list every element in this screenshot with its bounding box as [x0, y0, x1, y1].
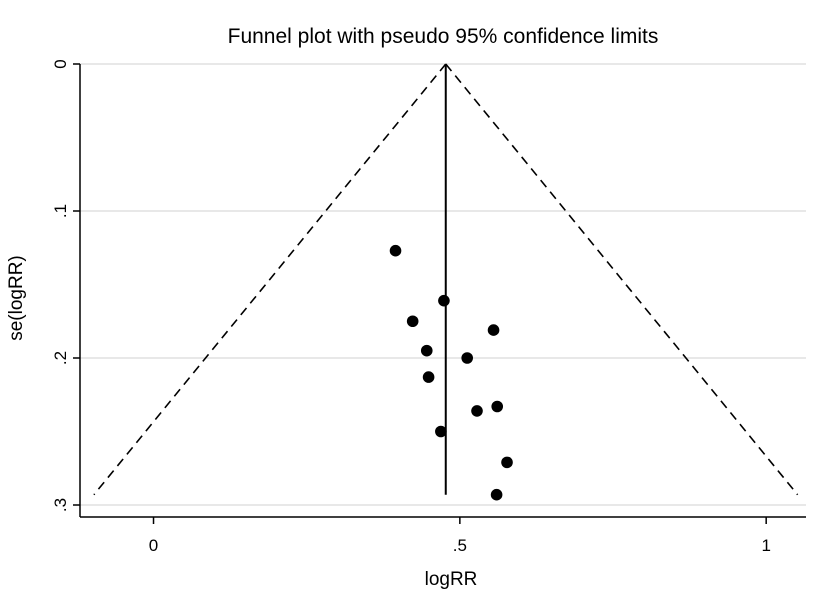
y-tick-label: .2	[51, 351, 70, 365]
gridlines	[80, 63, 806, 506]
x-tick-label: 0	[149, 536, 158, 555]
data-points	[389, 244, 513, 501]
funnel-lines	[93, 63, 799, 496]
x-tick-label: 1	[761, 536, 770, 555]
data-point	[491, 400, 504, 413]
chart-title: Funnel plot with pseudo 95% confidence l…	[228, 25, 659, 48]
data-point	[438, 294, 450, 307]
data-point	[490, 488, 503, 501]
y-tick-label: .1	[51, 204, 70, 218]
data-point	[461, 352, 474, 364]
y-axis-label: se(logRR)	[6, 255, 27, 341]
axes: 0 .5 1 0 .1 .2 .3	[51, 59, 806, 555]
upper-confidence-limit	[445, 63, 799, 496]
data-point	[406, 315, 419, 328]
data-point	[435, 425, 447, 438]
data-point	[389, 244, 402, 257]
lower-confidence-limit	[93, 63, 447, 496]
y-tick-label: 0	[51, 59, 70, 68]
x-tick-label: .5	[453, 536, 467, 555]
x-axis-label: logRR	[425, 569, 478, 590]
data-point	[422, 371, 435, 383]
data-point	[487, 324, 500, 336]
y-tick-label: .3	[51, 498, 70, 512]
data-point	[420, 344, 433, 357]
data-point	[501, 456, 513, 469]
data-point	[471, 405, 483, 417]
